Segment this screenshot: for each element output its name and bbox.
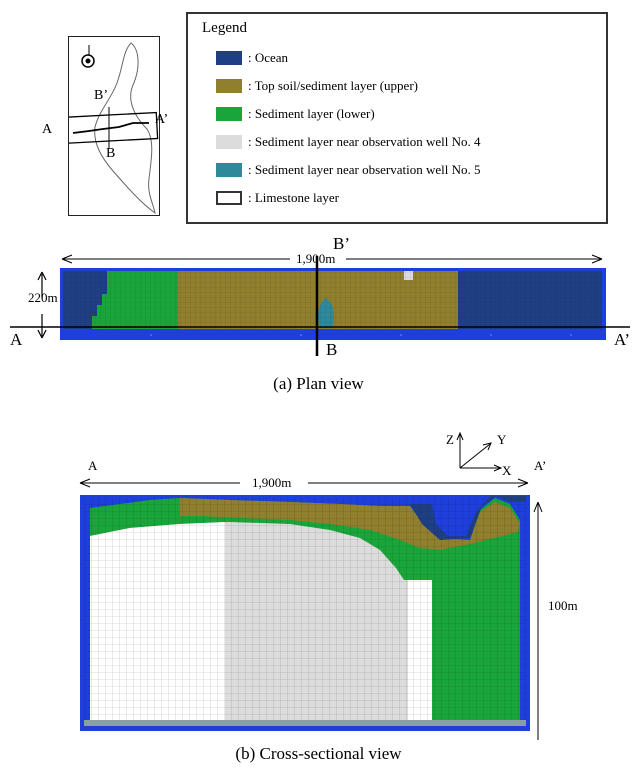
legend-label: : Limestone layer [248,190,339,205]
cross-section-caption: (b) Cross-sectional view [235,744,402,763]
cross-depth-label: 100m [548,598,578,613]
north-arrow-icon [81,54,95,68]
plan-label-b-prime: B’ [333,234,350,253]
map-label-b: B [106,146,116,161]
legend-box: Legend : Ocean : Top soil/sediment layer … [186,12,608,224]
legend-label: : Ocean [248,50,289,65]
location-map [59,36,160,216]
axis-x-label: X [502,463,512,478]
plan-view [10,254,630,356]
legend-swatch [216,51,242,65]
plan-label-a: A [10,330,23,349]
legend-label: : Top soil/sediment layer (upper) [248,78,418,93]
legend-swatch [216,79,242,93]
map-label-a: A [42,122,53,137]
legend-swatch [216,191,242,205]
legend-item: : Top soil/sediment layer (upper) [216,78,418,94]
legend-label: : Sediment layer (lower) [248,106,375,121]
legend-swatch [216,107,242,121]
legend-item: : Sediment layer near observation well N… [216,134,481,150]
plan-label-b: B [326,340,338,359]
plan-view-caption: (a) Plan view [273,374,364,393]
map-label-a-prime: A’ [155,112,169,127]
map-label-b-prime: B’ [94,88,108,103]
legend-item: : Sediment layer near observation well N… [216,162,481,178]
legend-swatch [216,135,242,149]
plan-label-a-prime: A’ [614,330,631,349]
cross-section-view [79,431,543,740]
legend-swatch [216,163,242,177]
plan-width-label: 1,900m [296,251,336,266]
xyz-axes-icon [456,431,503,472]
island-outline-map [59,42,159,215]
axis-z-label: Z [446,432,454,447]
legend-item: : Sediment layer (lower) [216,106,375,122]
legend-item: : Limestone layer [216,190,339,206]
plan-height-label: 220m [28,290,58,305]
cross-label-a-prime: A’ [534,458,547,473]
cross-width-label: 1,900m [252,475,292,490]
legend-item: : Ocean [216,50,288,66]
legend-title: Legend [202,20,247,36]
legend-label: : Sediment layer near observation well N… [248,134,481,149]
legend-label: : Sediment layer near observation well N… [248,162,481,177]
cross-label-a: A [88,458,98,473]
axis-y-label: Y [497,432,507,447]
